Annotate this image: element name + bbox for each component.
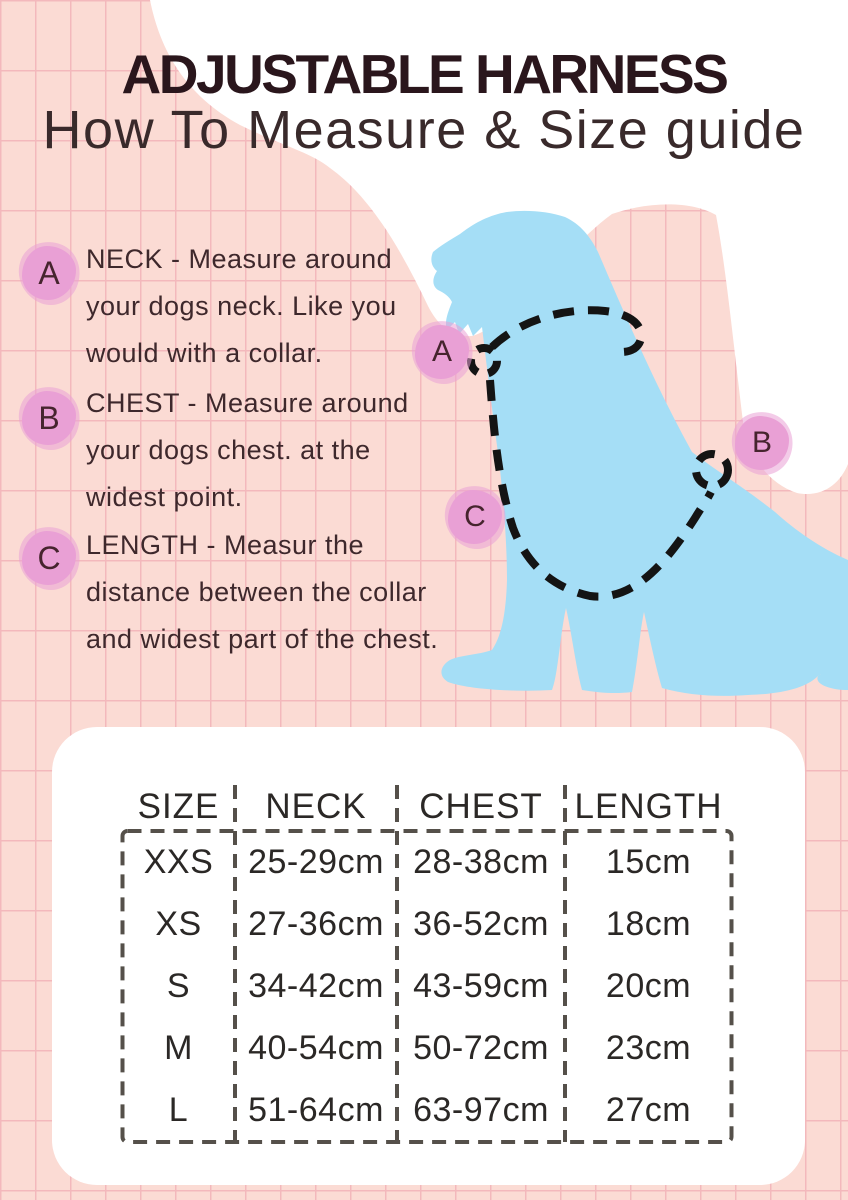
table-cell: 36-52cm [413,904,549,943]
dog-silhouette [431,210,848,696]
table-dashed-lines [120,785,734,1144]
table-cell: 23cm [605,1029,692,1068]
table-cell: 43-59cm [413,966,549,1005]
table-header-length: LENGTH [574,787,723,826]
instruction-length-line-3: and widest part of the chest. [86,624,439,654]
table-body-border [120,829,734,1144]
instruction-badge-c: C [22,531,76,585]
table-cell: 28-38cm [413,842,549,881]
table-cell: 25-29cm [248,842,384,881]
harness-chest-line [486,379,715,601]
instruction-length: LENGTH - Measur the distance between the… [86,522,438,663]
diagram-marker-chest: B [735,416,789,470]
harness-collar-line [489,306,646,356]
table-cell: 34-42cm [248,966,384,1005]
instruction-neck: NECK - Measure around your dogs neck. Li… [86,236,397,377]
table-cell: 15cm [605,842,692,881]
table-cell: 40-54cm [248,1029,384,1068]
table-cell: 27-36cm [248,904,384,943]
table-header-chest: CHEST [419,787,543,826]
diagram-marker-neck: A [415,325,469,379]
table-row-size-label: M [164,1029,193,1068]
instruction-badge-a-label: A [38,254,60,291]
instruction-badge-a: A [22,246,76,300]
instruction-badge-b: B [22,391,76,445]
table-row-size-label: XXS [143,842,214,881]
table-cell: 18cm [605,904,692,943]
table-header-neck: NECK [265,787,367,826]
table-row-size-label: L [168,1091,189,1130]
diagram-marker-length-label: C [464,500,486,533]
instruction-chest-line-3: widest point. [86,482,243,512]
table-cell: 50-72cm [413,1029,549,1068]
diagram-marker-neck-label: A [431,335,452,368]
size-table: SIZE NECK CHEST LENGTH XXS 25-29cm 28-38cm 15cm… [122,783,732,1142]
diagram-marker-length: C [448,490,502,544]
diagram-marker-chest-label: B [751,426,772,459]
page-title: ADJUSTABLE HARNESS [121,43,729,105]
instruction-neck-line-3: would with a collar. [86,338,323,368]
instruction-neck-line-2: your dogs neck. Like you [86,291,397,321]
instruction-badge-c-label: C [37,539,61,576]
table-row-size-label: S [166,966,191,1005]
table-cell: 51-64cm [248,1091,384,1130]
instruction-length-line-1: LENGTH - Measur the [86,530,365,560]
table-cell: 63-97cm [413,1091,549,1130]
instruction-neck-line-1: NECK - Measure around [86,244,393,274]
instruction-chest-line-1: CHEST - Measure around [86,388,409,418]
table-cell: 27cm [605,1091,692,1130]
instruction-badge-b-label: B [38,399,60,436]
instruction-chest-line-2: your dogs chest. at the [86,435,371,465]
table-row-size-label: XS [155,904,202,943]
page-subtitle: How To Measure & Size guide [42,100,806,160]
table-header-size: SIZE [137,787,220,826]
instruction-length-line-2: distance between the collar [86,577,427,607]
size-table-card: SIZE NECK CHEST LENGTH XXS 25-29cm 28-38cm 15cm… [52,727,805,1185]
table-cell: 20cm [605,966,692,1005]
instruction-chest: CHEST - Measure around your dogs chest. … [86,380,409,521]
harness-chest-right-loop [692,450,732,490]
